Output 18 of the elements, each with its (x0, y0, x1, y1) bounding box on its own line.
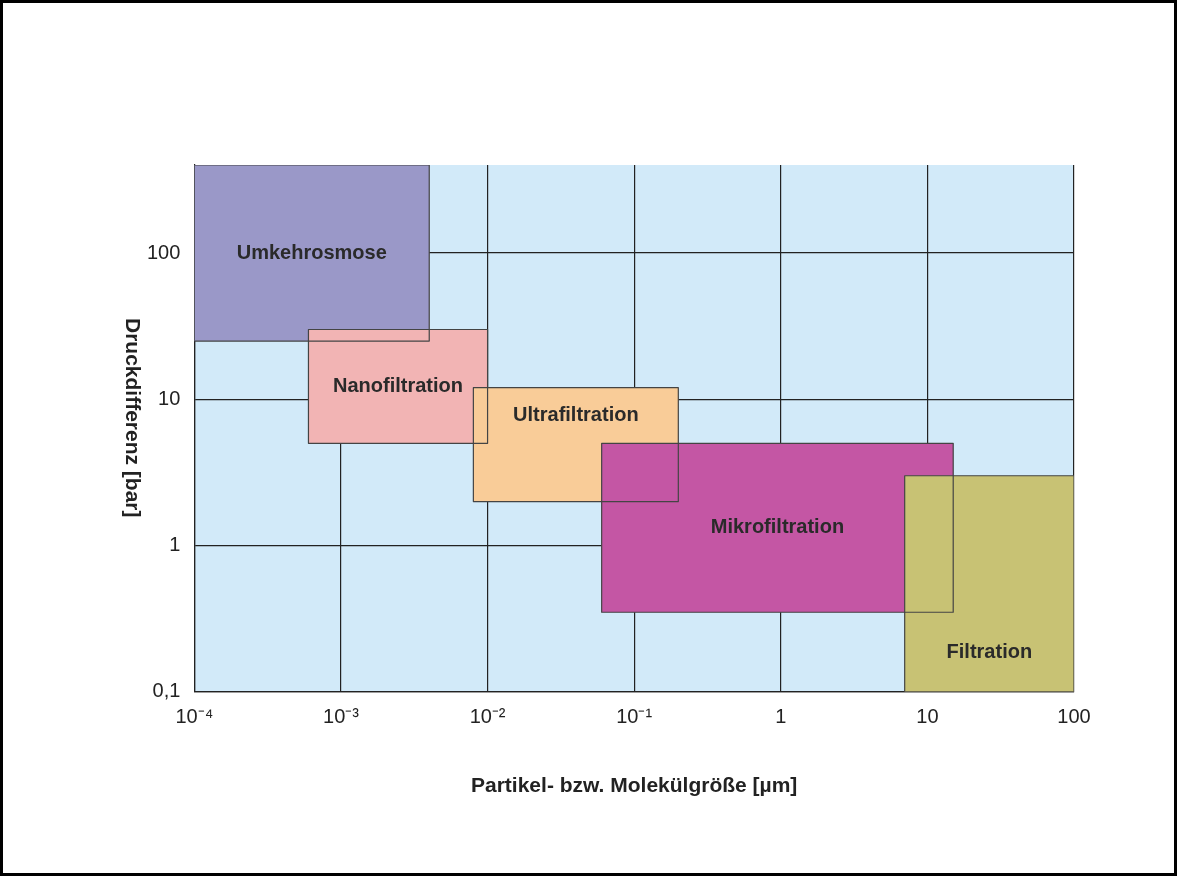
x-tick-label: 10 (916, 705, 939, 728)
series-label: Nanofiltration (333, 373, 464, 396)
series-label: Umkehrosmose (236, 240, 387, 263)
x-tick-label: 10⁻¹ (616, 705, 653, 728)
series-label: Mikrofiltration (710, 515, 845, 538)
series-label: Ultrafiltration (513, 403, 639, 426)
x-axis-title: Partikel- bzw. Molekülgröße [µm] (471, 773, 798, 797)
x-tick-label: 10⁻² (469, 705, 506, 728)
y-tick-label: 0,1 (152, 679, 181, 702)
x-tick-label: 10⁻⁴ (175, 705, 214, 728)
y-tick-label: 100 (146, 240, 181, 263)
x-tick-label: 100 (1057, 705, 1091, 728)
y-axis-title: Druckdifferenz [bar] (121, 317, 145, 520)
series-label: Filtration (946, 639, 1033, 662)
y-tick-label: 10 (158, 386, 181, 409)
x-tick-label: 10⁻³ (323, 705, 360, 728)
y-tick-label: 1 (169, 533, 181, 556)
x-tick-label: 1 (775, 705, 787, 728)
